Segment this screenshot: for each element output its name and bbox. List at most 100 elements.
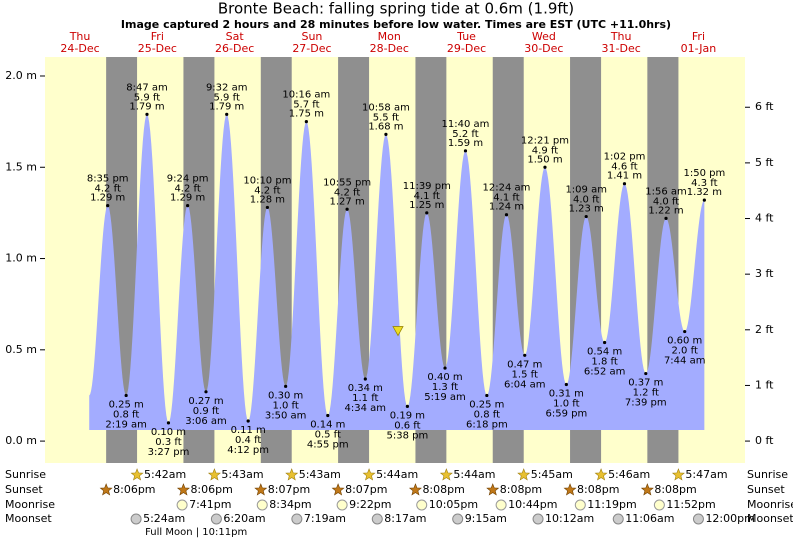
tide-label: 8:35 pm bbox=[87, 174, 129, 185]
sunset-icon bbox=[640, 483, 654, 496]
row-label: Moonset bbox=[747, 512, 793, 525]
day-weekday: Tue bbox=[456, 30, 476, 43]
moonrise-time: 11:52pm bbox=[666, 498, 715, 511]
day-weekday: Fri bbox=[692, 30, 705, 43]
day-date: 31-Dec bbox=[602, 42, 641, 55]
tide-label: 4.0 ft bbox=[653, 196, 679, 207]
tide-label: 0.8 ft bbox=[113, 409, 139, 420]
moonrise-icon bbox=[495, 499, 507, 511]
tide-point bbox=[384, 132, 388, 137]
tide-point bbox=[304, 120, 308, 124]
tide-label: 0.31 m bbox=[549, 389, 584, 400]
chart-title: Bronte Beach: falling spring tide at 0.6… bbox=[218, 0, 574, 18]
sunrise-icon bbox=[285, 468, 299, 481]
tide-label: 10:16 am bbox=[282, 90, 330, 101]
tide-label: 10:10 pm bbox=[243, 175, 291, 186]
tide-label: 6:52 am bbox=[584, 367, 626, 378]
tide-label: 3:06 am bbox=[185, 416, 227, 427]
y2-tick-label: 4 ft bbox=[755, 212, 774, 225]
tide-label: 0.5 ft bbox=[315, 430, 341, 441]
tide-label: 4:55 pm bbox=[307, 440, 349, 451]
y2-tick-label: 5 ft bbox=[755, 156, 774, 169]
y2-tick-label: 3 ft bbox=[755, 267, 774, 280]
tide-label: 1.5 ft bbox=[512, 369, 538, 380]
tide-point bbox=[246, 419, 250, 423]
row-label: Sunset bbox=[5, 483, 43, 496]
sunset-time: 8:07pm bbox=[345, 483, 387, 496]
tide-label: 9:24 pm bbox=[167, 174, 209, 185]
tide-label: 6:18 pm bbox=[466, 419, 508, 430]
tide-point bbox=[485, 393, 489, 398]
tide-label: 10:58 am bbox=[362, 102, 410, 113]
moonrise-icon bbox=[256, 499, 268, 511]
tide-label: 1:50 pm bbox=[683, 168, 725, 179]
y2-tick-label: 0 ft bbox=[755, 434, 774, 447]
tide-point bbox=[564, 382, 568, 387]
sunset-time: 8:08pm bbox=[654, 483, 696, 496]
day-weekday: Sun bbox=[301, 30, 322, 43]
moonset-time: 8:17am bbox=[384, 512, 426, 525]
tide-label: 1.2 ft bbox=[633, 388, 659, 399]
tide-label: 0.47 m bbox=[507, 359, 542, 370]
tide-label: 0.34 m bbox=[348, 383, 383, 394]
tide-label: 4.2 ft bbox=[254, 185, 280, 196]
moonrise-icon bbox=[176, 499, 188, 511]
tide-label: 1.68 m bbox=[368, 121, 403, 132]
tide-label: 4.2 ft bbox=[174, 184, 200, 195]
sunrise-time: 5:45am bbox=[531, 468, 573, 481]
tide-label: 8:47 am bbox=[126, 82, 168, 93]
tide-label: 1.0 ft bbox=[553, 399, 579, 410]
sunrise-icon bbox=[362, 468, 376, 481]
tide-label: 1.1 ft bbox=[352, 393, 378, 404]
y-tick-label: 1.0 m bbox=[5, 252, 37, 265]
y-tick-label: 0.5 m bbox=[5, 343, 37, 356]
tide-label: 1.28 m bbox=[250, 194, 285, 205]
tide-point bbox=[186, 203, 190, 208]
moonset-time: 10:12am bbox=[545, 512, 594, 525]
tide-label: 1.50 m bbox=[527, 154, 562, 165]
tide-label: 4.1 ft bbox=[414, 191, 440, 202]
tide-label: 10:55 pm bbox=[323, 177, 371, 188]
moonset-time: 9:15am bbox=[465, 512, 507, 525]
moonset-icon bbox=[371, 513, 383, 525]
tide-label: 2.0 ft bbox=[672, 346, 698, 357]
row-label: Moonrise bbox=[747, 498, 793, 511]
sunrise-time: 5:44am bbox=[453, 468, 495, 481]
moonset-icon bbox=[452, 513, 464, 525]
moonrise-icon bbox=[653, 499, 665, 511]
tide-label: 1.24 m bbox=[489, 202, 524, 213]
sunrise-time: 5:43am bbox=[299, 468, 341, 481]
tide-label: 4.1 ft bbox=[493, 193, 519, 204]
tide-label: 1.3 ft bbox=[432, 382, 458, 393]
moonrise-time: 10:44pm bbox=[508, 498, 557, 511]
tide-label: 0.11 m bbox=[231, 425, 266, 436]
tide-point bbox=[106, 203, 110, 208]
tide-point bbox=[284, 384, 288, 388]
day-date: 26-Dec bbox=[215, 42, 254, 55]
tide-label: 5.9 ft bbox=[214, 92, 240, 103]
tide-label: 1.0 ft bbox=[272, 400, 298, 411]
sunrise-icon bbox=[517, 468, 531, 481]
sunset-icon bbox=[176, 483, 190, 496]
tide-area bbox=[89, 114, 705, 430]
tide-point bbox=[145, 112, 149, 116]
row-label: Sunrise bbox=[747, 468, 788, 481]
sunset-time: 8:07pm bbox=[268, 483, 310, 496]
current-level-marker bbox=[392, 326, 404, 337]
sunset-icon bbox=[99, 483, 113, 496]
tide-point bbox=[204, 390, 208, 394]
tide-label: 0.19 m bbox=[390, 410, 425, 421]
moonrise-time: 9:22pm bbox=[349, 498, 391, 511]
day-date: 25-Dec bbox=[138, 42, 177, 55]
sunrise-time: 5:46am bbox=[608, 468, 650, 481]
tide-label: 1:02 pm bbox=[604, 152, 646, 163]
tide-point bbox=[363, 377, 367, 381]
tide-label: 12:24 am bbox=[483, 183, 531, 194]
day-weekday: Sat bbox=[226, 30, 245, 43]
tide-label: 5:38 pm bbox=[387, 430, 429, 441]
tide-label: 4.9 ft bbox=[532, 145, 558, 156]
sunrise-icon bbox=[130, 468, 144, 481]
tide-label: 5.7 ft bbox=[293, 100, 319, 111]
tide-label: 12:21 pm bbox=[521, 135, 569, 146]
moon-phase: Full Moon | 10:11pm bbox=[145, 527, 247, 538]
